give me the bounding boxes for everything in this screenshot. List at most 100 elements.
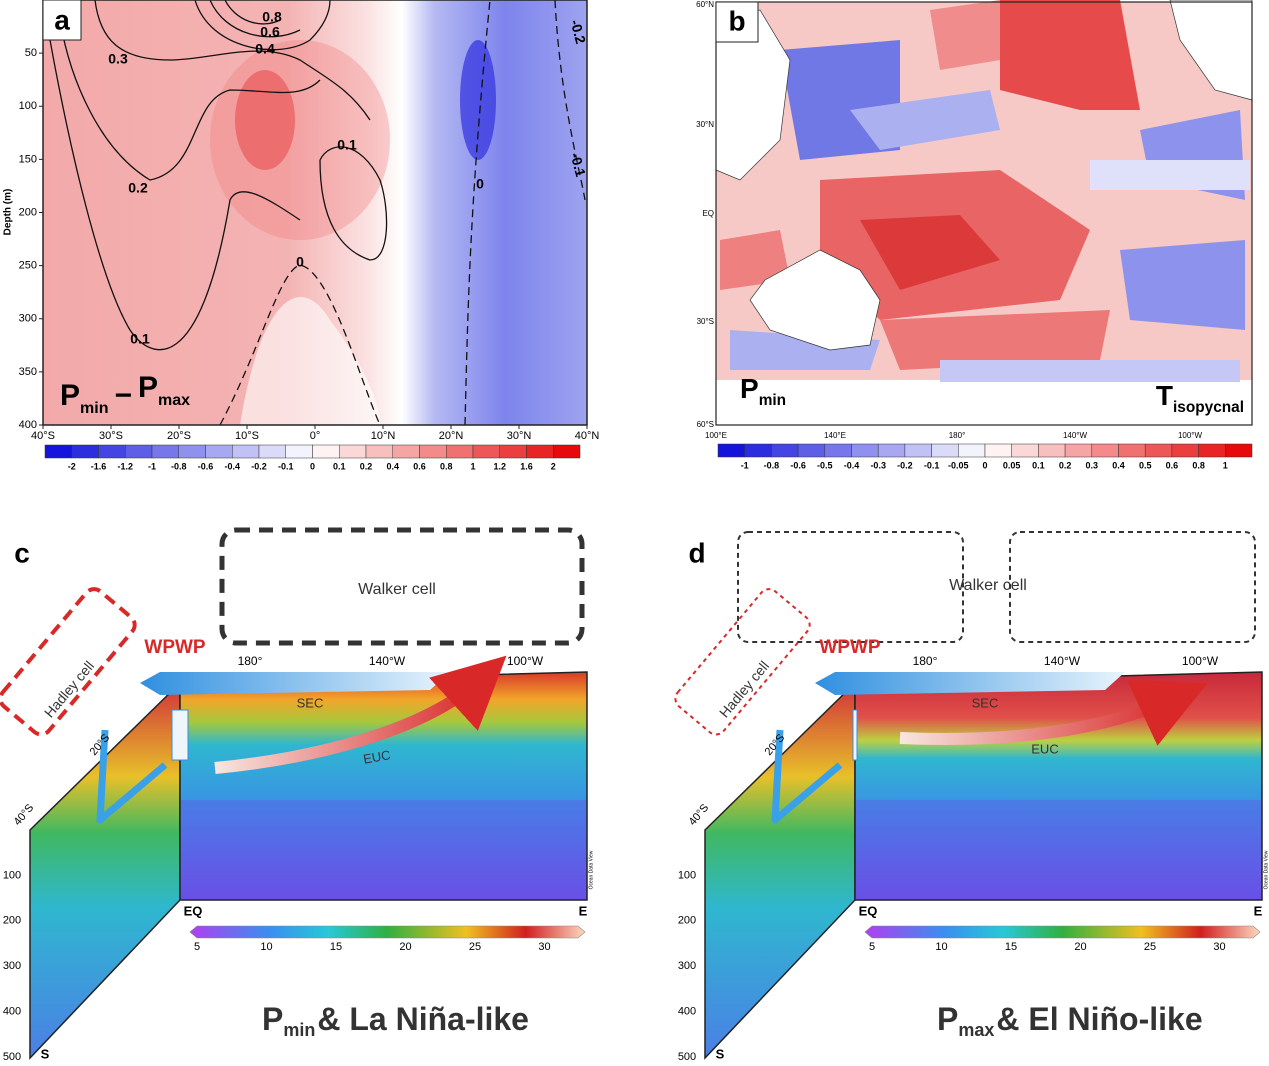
colorbar-label: 0.2 bbox=[1059, 460, 1072, 470]
lon-tick-label: 180° bbox=[949, 431, 966, 440]
east-label: E bbox=[1254, 903, 1263, 918]
depth-tick-label: 200 bbox=[3, 915, 21, 927]
colorbar-label: 0.4 bbox=[386, 461, 399, 471]
walker-cell-loop bbox=[219, 527, 585, 646]
colorbar-cell bbox=[178, 444, 206, 459]
contour-line bbox=[224, 0, 281, 25]
colorbar-label: 30 bbox=[1213, 941, 1225, 953]
south-label: S bbox=[716, 1046, 725, 1061]
lon-tick-label: 100°W bbox=[507, 654, 544, 668]
lon-tick-label: 180° bbox=[238, 654, 263, 668]
lon-tick-label: 180° bbox=[913, 654, 938, 668]
eq-label: EQ bbox=[184, 903, 203, 918]
colorbar-label: 0.3 bbox=[1086, 460, 1099, 470]
colorbar-cell bbox=[526, 444, 554, 459]
cool-tongue bbox=[240, 297, 380, 425]
colorbar-label: 0.8 bbox=[1192, 460, 1205, 470]
contour-label: 0 bbox=[296, 254, 304, 270]
depth-tick-label: 100 bbox=[3, 869, 21, 881]
deep-water bbox=[181, 800, 586, 899]
colorbar-cell bbox=[1038, 443, 1066, 458]
lon-tick-label: 100°W bbox=[1182, 654, 1219, 668]
y-tick-label: 250 bbox=[19, 260, 37, 272]
contour-line bbox=[319, 146, 388, 261]
colorbar-cell bbox=[472, 444, 500, 459]
colorbar-label: -0.4 bbox=[844, 460, 860, 470]
colorbar-label: 25 bbox=[469, 941, 481, 953]
colorbar-label: 5 bbox=[869, 941, 875, 953]
map-patch bbox=[880, 310, 1110, 370]
map-patch bbox=[1000, 0, 1140, 110]
contour-label: 0.4 bbox=[255, 41, 275, 57]
colorbar-cell bbox=[1064, 443, 1093, 458]
colorbar-cell bbox=[1118, 443, 1146, 458]
panel-label: d bbox=[688, 537, 705, 568]
lon-tick-label: 140°W bbox=[1044, 654, 1081, 668]
colorbar-cell bbox=[125, 444, 153, 459]
colorbar-label: -0.1 bbox=[924, 460, 940, 470]
euc-arrow bbox=[899, 680, 1208, 746]
colorbar-label: -0.4 bbox=[224, 461, 240, 471]
colorbar-label: 0 bbox=[982, 460, 987, 470]
colorbar-label: 30 bbox=[538, 941, 550, 953]
y-tick-label: 100 bbox=[19, 100, 37, 112]
colorbar-cell bbox=[312, 444, 340, 459]
contour-line bbox=[194, 0, 331, 51]
colorbar-cell bbox=[258, 444, 286, 459]
x-tick-label: 40°N bbox=[575, 430, 600, 442]
colorbar-label: -0.5 bbox=[817, 460, 833, 470]
caption-sub: max bbox=[958, 1020, 994, 1040]
map-blank-south bbox=[716, 382, 1252, 425]
colorbar-cell bbox=[851, 443, 879, 458]
equatorial-upwelling bbox=[171, 709, 189, 761]
formula-part: max bbox=[158, 392, 190, 409]
lat-tick-label: 60°N bbox=[696, 0, 714, 9]
formula-part: min bbox=[80, 400, 108, 417]
contour-label: 0 bbox=[476, 176, 484, 192]
colorbar-label: -0.05 bbox=[948, 460, 969, 470]
contour-label: 0.1 bbox=[337, 137, 357, 153]
lon-tick-label: 100°W bbox=[1178, 431, 1203, 440]
map-patch bbox=[720, 230, 790, 290]
formula-part: P bbox=[60, 379, 80, 412]
colorbar-cell bbox=[446, 444, 474, 459]
depth-tick-label: 300 bbox=[678, 960, 696, 972]
colorbar-label: -0.1 bbox=[278, 461, 294, 471]
hadley-cell-loop bbox=[674, 588, 811, 736]
hadley-cell-label: Hadley cell bbox=[41, 658, 97, 721]
colorbar-label: 0.1 bbox=[1032, 460, 1045, 470]
lat-tick-label: 30°N bbox=[696, 120, 714, 129]
walker-cell-label: Walker cell bbox=[358, 581, 436, 598]
caption-main: P bbox=[937, 1001, 958, 1037]
map-patch bbox=[930, 0, 1000, 70]
depth-tick-label: 100 bbox=[678, 869, 696, 881]
lon-tick-label: 140°W bbox=[369, 654, 406, 668]
colorbar-label: 25 bbox=[1144, 941, 1156, 953]
formula: Pmin − Pmax bbox=[60, 371, 190, 417]
colorbar-label: 5 bbox=[194, 941, 200, 953]
colorbar-cell bbox=[205, 444, 233, 459]
euc-label: EUC bbox=[1031, 741, 1058, 756]
contour-label: -0.1 bbox=[567, 151, 589, 179]
colorbar-cell bbox=[931, 443, 959, 458]
panel-label-box bbox=[715, 1, 759, 43]
warm-patch bbox=[210, 40, 390, 240]
colorbar-cell bbox=[98, 444, 126, 459]
colorbar-label: -1.6 bbox=[91, 461, 107, 471]
colorbar-label: 0.05 bbox=[1003, 460, 1021, 470]
hadley-cell-label: Hadley cell bbox=[716, 658, 772, 721]
panel-label: b bbox=[728, 5, 745, 36]
colorbar-label: -2 bbox=[68, 461, 76, 471]
colorbar-label: 0.4 bbox=[1112, 460, 1125, 470]
x-tick-label: 30°S bbox=[99, 430, 123, 442]
colorbar-label: 10 bbox=[935, 941, 947, 953]
sec-arrow bbox=[815, 672, 1125, 695]
colorbar-label: -0.3 bbox=[870, 460, 886, 470]
depth-tick-label: 500 bbox=[678, 1051, 696, 1063]
colorbar-cell bbox=[771, 443, 799, 458]
caption: Pmax& El Niño-like bbox=[937, 1001, 1203, 1040]
x-tick-label: 0° bbox=[310, 430, 321, 442]
land-america bbox=[1169, 0, 1253, 101]
contour-line-dashed bbox=[554, 0, 586, 201]
